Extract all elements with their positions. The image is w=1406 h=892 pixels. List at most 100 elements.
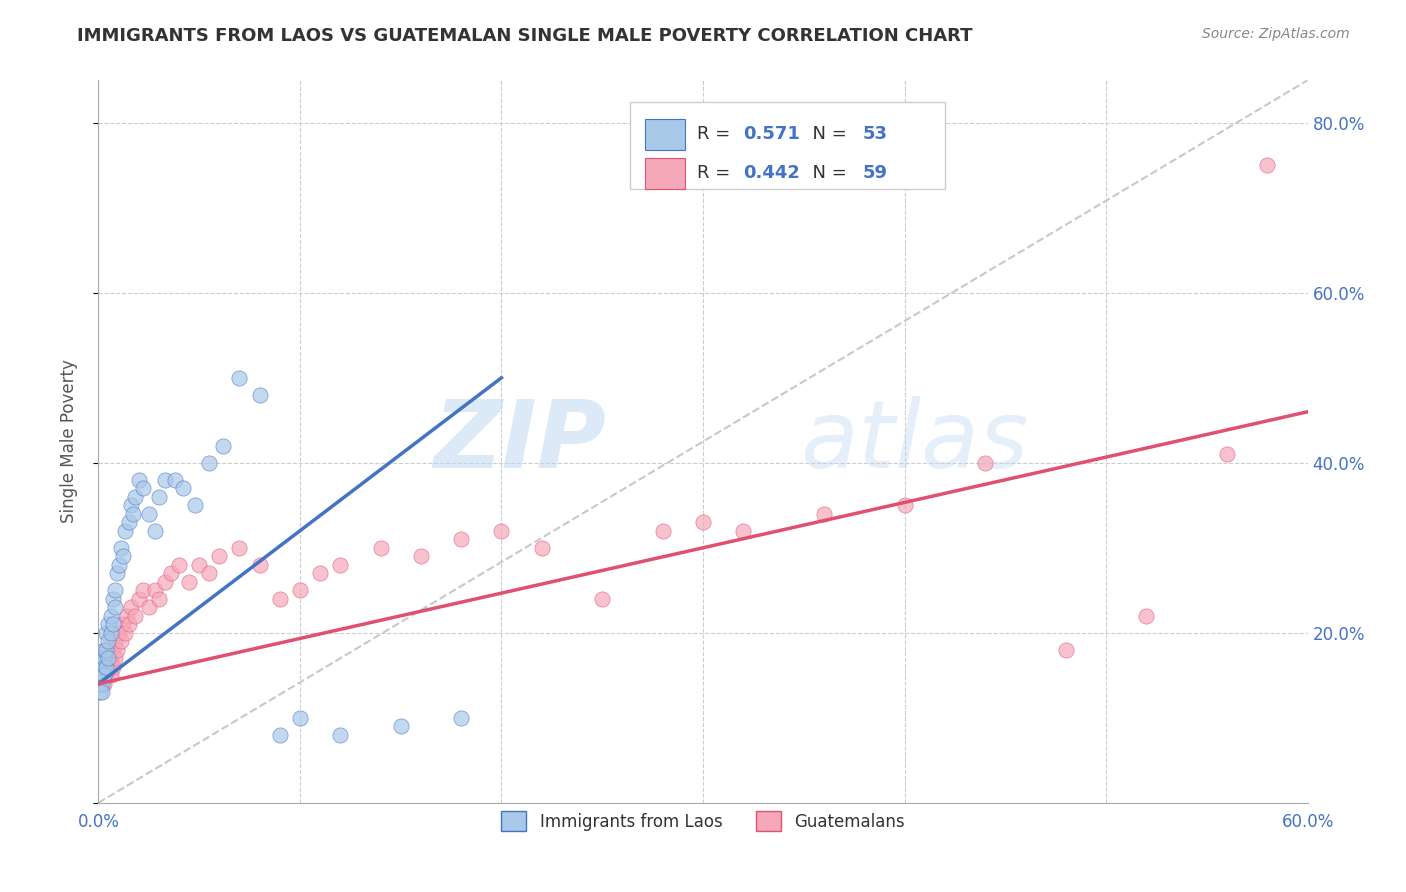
Point — [167, 558, 190, 572]
Point — [103, 583, 125, 598]
Point — [97, 642, 120, 657]
Point — [450, 533, 472, 547]
Point — [143, 524, 166, 538]
Point — [97, 660, 120, 674]
Point — [93, 660, 115, 674]
Point — [114, 625, 136, 640]
Point — [409, 549, 432, 564]
Point — [138, 600, 160, 615]
Point — [93, 660, 115, 674]
Point — [974, 456, 997, 470]
Text: N =: N = — [801, 126, 852, 144]
Point — [389, 719, 412, 733]
Point — [491, 524, 513, 538]
Point — [89, 685, 111, 699]
Point — [110, 634, 132, 648]
Point — [101, 642, 124, 657]
Point — [100, 625, 122, 640]
Point — [115, 608, 138, 623]
Point — [309, 566, 332, 581]
Point — [188, 558, 211, 572]
Point — [118, 516, 141, 530]
Point — [93, 668, 115, 682]
Point — [100, 651, 122, 665]
Point — [813, 507, 835, 521]
Point — [100, 608, 122, 623]
Point — [103, 651, 125, 665]
Point — [138, 507, 160, 521]
Point — [93, 651, 115, 665]
Point — [153, 473, 176, 487]
Text: IMMIGRANTS FROM LAOS VS GUATEMALAN SINGLE MALE POVERTY CORRELATION CHART: IMMIGRANTS FROM LAOS VS GUATEMALAN SINGL… — [77, 27, 973, 45]
Point — [198, 456, 221, 470]
Text: atlas: atlas — [800, 396, 1028, 487]
Point — [89, 668, 111, 682]
Point — [1256, 158, 1278, 172]
Text: R =: R = — [697, 164, 735, 183]
Text: 0.442: 0.442 — [742, 164, 800, 183]
Point — [160, 566, 183, 581]
Point — [96, 651, 118, 665]
Point — [329, 558, 352, 572]
Point — [269, 591, 291, 606]
Point — [111, 549, 134, 564]
Point — [89, 677, 111, 691]
Point — [101, 591, 124, 606]
Point — [450, 711, 472, 725]
Legend: Immigrants from Laos, Guatemalans: Immigrants from Laos, Guatemalans — [491, 801, 915, 841]
Point — [1054, 642, 1077, 657]
Point — [97, 634, 120, 648]
Point — [172, 481, 194, 495]
Point — [91, 660, 114, 674]
Point — [100, 668, 122, 682]
Point — [143, 583, 166, 598]
Point — [733, 524, 755, 538]
Point — [89, 677, 111, 691]
Point — [91, 668, 114, 682]
Point — [103, 634, 125, 648]
Point — [198, 566, 221, 581]
Point — [692, 516, 714, 530]
Point — [93, 642, 115, 657]
Point — [91, 668, 114, 682]
Point — [132, 583, 155, 598]
Point — [163, 473, 186, 487]
Point — [370, 541, 392, 555]
Text: 0.571: 0.571 — [742, 126, 800, 144]
Point — [107, 558, 129, 572]
Point — [893, 498, 915, 512]
Point — [288, 711, 311, 725]
Point — [110, 541, 132, 555]
Point — [208, 549, 231, 564]
Point — [97, 617, 120, 632]
Point — [1216, 447, 1239, 461]
Point — [329, 728, 352, 742]
Point — [228, 371, 250, 385]
Point — [118, 617, 141, 632]
Point — [101, 617, 124, 632]
Point — [124, 490, 146, 504]
Point — [96, 625, 118, 640]
Point — [97, 651, 120, 665]
Text: ZIP: ZIP — [433, 395, 606, 488]
Point — [128, 473, 150, 487]
Point — [101, 660, 124, 674]
FancyBboxPatch shape — [645, 120, 685, 150]
Text: 59: 59 — [863, 164, 887, 183]
Point — [269, 728, 291, 742]
Point — [96, 668, 118, 682]
Point — [120, 498, 142, 512]
Point — [96, 642, 118, 657]
Text: R =: R = — [697, 126, 735, 144]
Point — [651, 524, 673, 538]
Point — [288, 583, 311, 598]
Point — [184, 498, 207, 512]
Point — [111, 617, 134, 632]
Point — [1135, 608, 1157, 623]
Point — [105, 566, 128, 581]
Point — [91, 660, 114, 674]
Point — [91, 651, 114, 665]
Point — [121, 507, 143, 521]
Point — [114, 524, 136, 538]
Point — [91, 685, 114, 699]
